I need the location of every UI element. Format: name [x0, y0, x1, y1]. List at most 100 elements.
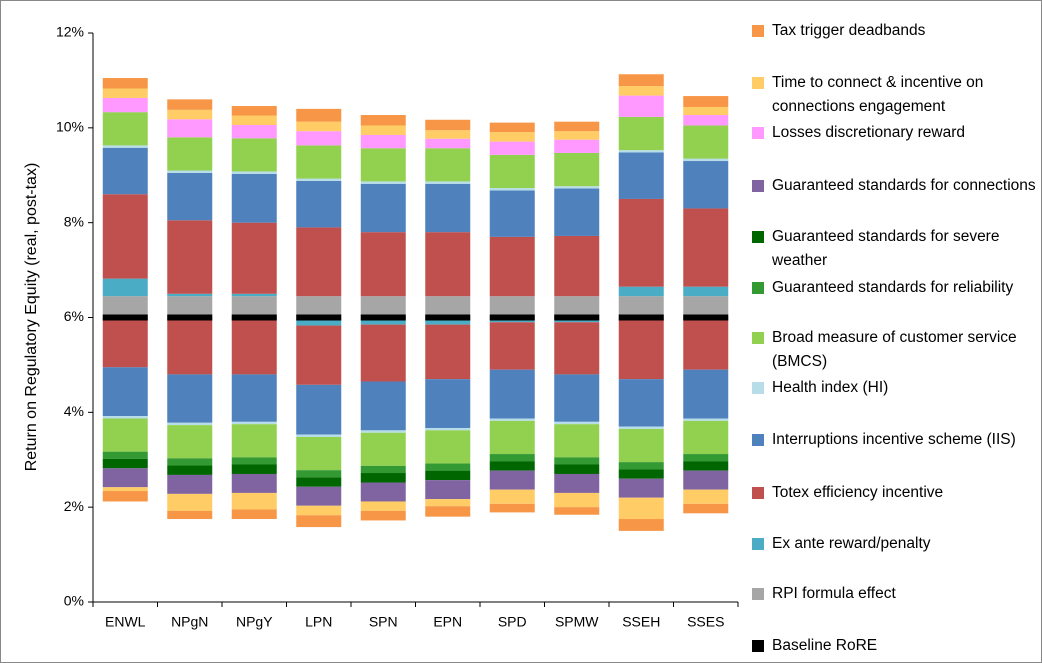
- bar-segment: [554, 424, 600, 458]
- x-tick-label: SPN: [369, 614, 398, 630]
- bar-segment: [554, 296, 600, 318]
- y-tick-label: 2%: [64, 498, 84, 514]
- bar-segment: [296, 477, 342, 487]
- bar-segment: [618, 519, 664, 531]
- bar-segment: [102, 296, 148, 318]
- bar-segment: [618, 428, 664, 463]
- legend-item: Guaranteed standards for reliability: [752, 276, 1037, 300]
- bar-segment: [360, 183, 406, 233]
- bar-segment: [167, 172, 213, 221]
- bar-segment: [489, 470, 535, 490]
- x-tick-label: SPD: [498, 614, 527, 630]
- bar-segment: [425, 499, 471, 507]
- x-tick-label: ENWL: [105, 614, 146, 630]
- bar-segment: [360, 465, 406, 474]
- bar-segment: [231, 171, 277, 174]
- legend-item: Baseline RoRE: [752, 634, 1037, 658]
- bar-segment: [360, 115, 406, 126]
- legend-label: Guaranteed standards for severe weather: [772, 228, 1000, 269]
- baseline-mark: [167, 314, 213, 321]
- bar-segment: [554, 322, 600, 375]
- bar-segment: [554, 186, 600, 189]
- baseline-mark: [683, 314, 729, 321]
- bar-segment: [425, 119, 471, 131]
- bar-segment: [425, 148, 471, 182]
- bar-segment: [554, 131, 600, 140]
- bar-segment: [425, 379, 471, 428]
- bar-segment: [296, 121, 342, 132]
- bar-segment: [231, 509, 277, 520]
- baseline-mark: [489, 314, 535, 321]
- bar-segment: [231, 124, 277, 139]
- bar-segment: [618, 86, 664, 96]
- bar-segment: [683, 418, 729, 421]
- legend-item: Losses discretionary reward: [752, 121, 1037, 145]
- bar-segment: [167, 425, 213, 459]
- bar-segment: [360, 510, 406, 521]
- bar-segment: [683, 296, 729, 318]
- bar-segment: [683, 161, 729, 209]
- bar-segment: [489, 461, 535, 471]
- x-tick-label: SPMW: [555, 614, 599, 630]
- bar-segment: [167, 119, 213, 138]
- bar-segment: [296, 145, 342, 179]
- bar-segment: [360, 296, 406, 318]
- bar-segment: [167, 465, 213, 475]
- bar-segment: [425, 463, 471, 471]
- bar-segment: [618, 152, 664, 199]
- bar-segment: [489, 369, 535, 419]
- bar-segment: [618, 286, 664, 297]
- bar-segment: [554, 473, 600, 493]
- bar-segment: [425, 138, 471, 149]
- legend-item: Health index (HI): [752, 376, 1037, 400]
- bar-segment: [296, 505, 342, 516]
- bar-segment: [618, 296, 664, 318]
- legend-item: Tax trigger deadbands: [752, 19, 1037, 43]
- legend-label: Time to connect & incentive on connectio…: [772, 74, 984, 115]
- bar-segment: [231, 457, 277, 465]
- legend-label: Baseline RoRE: [772, 637, 878, 654]
- bar-segment: [489, 122, 535, 133]
- bar-segment: [618, 462, 664, 470]
- baseline-mark: [231, 314, 277, 321]
- legend-label: Guaranteed standards for connections: [772, 177, 1036, 194]
- bar-segment: [231, 138, 277, 172]
- bar-segment: [231, 424, 277, 458]
- baseline-mark: [360, 314, 406, 321]
- bar-segment: [618, 469, 664, 479]
- legend-label: Broad measure of customer service (BMCS): [772, 329, 1017, 370]
- bar-segment: [296, 434, 342, 437]
- bar-segment: [102, 147, 148, 195]
- bar-segment: [683, 158, 729, 162]
- x-tick-label: SSES: [687, 614, 724, 630]
- bar-segment: [102, 112, 148, 146]
- bar-segment: [231, 317, 277, 375]
- bar-segment: [425, 130, 471, 139]
- bar-segment: [167, 510, 213, 520]
- legend-label: Losses discretionary reward: [772, 124, 965, 141]
- legend-swatch: [752, 231, 764, 243]
- bar-segment: [296, 384, 342, 435]
- bar-segment: [360, 432, 406, 466]
- y-tick-label: 0%: [64, 593, 84, 609]
- bar-segment: [296, 296, 342, 318]
- bar-segment: [618, 379, 664, 427]
- bar-segment: [167, 170, 213, 173]
- baseline-mark: [102, 314, 148, 321]
- bar-segment: [102, 88, 148, 98]
- bar-segment: [683, 489, 729, 504]
- bar-segment: [554, 188, 600, 236]
- bar-segment: [489, 236, 535, 297]
- bar-segment: [296, 317, 342, 326]
- bar-segment: [102, 487, 148, 492]
- legend-label: Health index (HI): [772, 379, 889, 396]
- bar-segment: [683, 208, 729, 287]
- legend-swatch: [752, 77, 764, 89]
- x-tick-label: NPgY: [236, 614, 273, 630]
- bar-segment: [231, 115, 277, 125]
- bar-segment: [360, 134, 406, 149]
- bar-segment: [554, 121, 600, 132]
- bar-segment: [683, 461, 729, 471]
- bar-segment: [683, 286, 729, 297]
- x-tick-label: SSEH: [622, 614, 660, 630]
